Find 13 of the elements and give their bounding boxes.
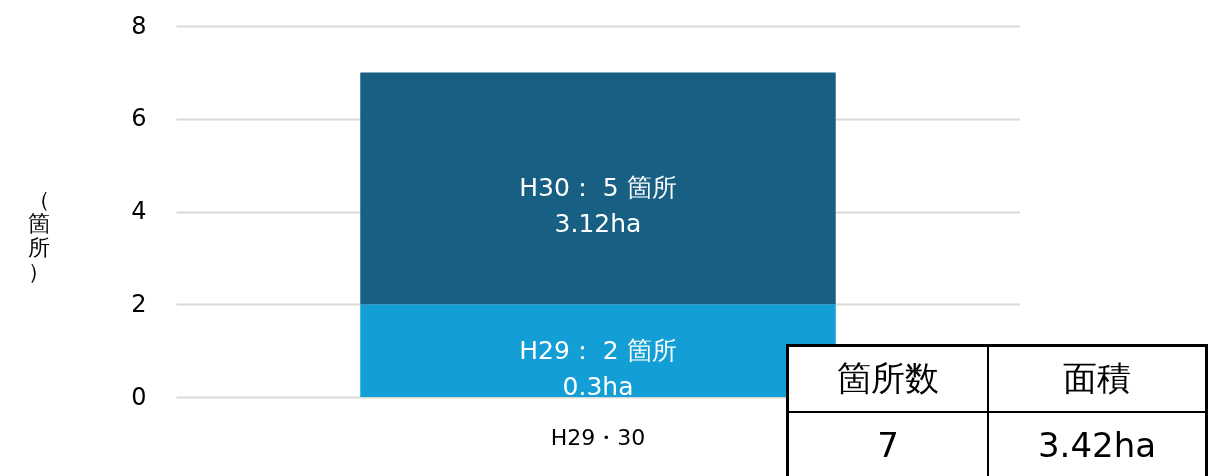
annotation: 箇所数: [788, 346, 988, 412]
y-axis-title: （箇所）: [28, 187, 51, 284]
data-label: H30： 5 箇所 3.12ha: [519, 173, 677, 239]
y-tick-label: 6: [131, 104, 147, 133]
data-label: H29： 2 箇所 0.3ha: [519, 335, 677, 401]
y-tick-label: 8: [131, 11, 147, 40]
text: 面積: [988, 346, 1206, 412]
y-tick-label: 2: [131, 289, 147, 318]
text: 7: [788, 412, 988, 476]
text: 3.42ha: [988, 412, 1206, 476]
y-tick-label: 4: [131, 197, 147, 225]
y-tick-label: 0: [131, 382, 147, 411]
x-tick-label: H29・30: [550, 424, 646, 450]
